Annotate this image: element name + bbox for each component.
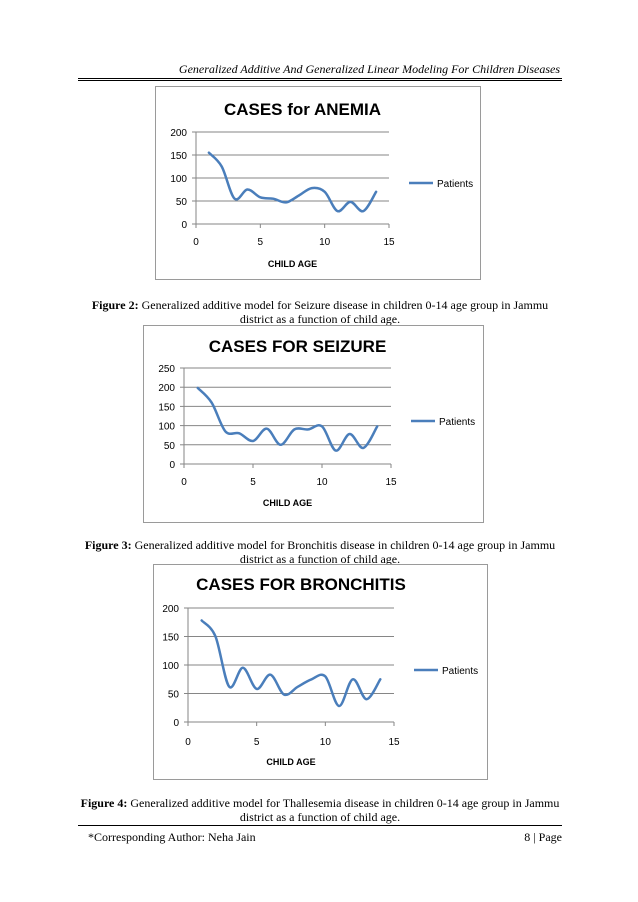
figure-4-caption: Figure 4: Generalized additive model for…	[78, 796, 562, 824]
chart-seizure-svg: CASES FOR SEIZURE 0 50 100 150 200 250 0 5 10 15 CH…	[158, 337, 475, 508]
bronchitis-x-tick-label-15: 15	[388, 737, 400, 748]
bronchitis-x-tick-label-0: 0	[185, 737, 191, 748]
anemia-x-tick-label-5: 5	[258, 237, 264, 248]
seizure-y-tick-label-200: 200	[158, 383, 175, 394]
chart-anemia: CASES for ANEMIA 0 50 100 150 200 0 5 10 15 CHILD …	[155, 86, 481, 280]
anemia-y-tick-label-200: 200	[170, 128, 187, 139]
figure-2-caption: Figure 2: Generalized additive model for…	[78, 298, 562, 326]
bronchitis-legend-label: Patients	[442, 666, 478, 677]
bronchitis-y-tick-label-100: 100	[162, 661, 179, 672]
figure-4-text: Generalized additive model for Thallesem…	[127, 796, 560, 824]
anemia-y-tick-label-150: 150	[170, 151, 187, 162]
seizure-y-tick-label-250: 250	[158, 364, 175, 375]
anemia-x-tick-label-15: 15	[383, 237, 395, 248]
anemia-x-tick-label-0: 0	[193, 237, 199, 248]
bronchitis-x-tick-label-10: 10	[320, 737, 332, 748]
seizure-x-tick-label-15: 15	[385, 477, 397, 488]
bronchitis-y-tick-label-50: 50	[168, 690, 180, 701]
seizure-y-tick-label-0: 0	[169, 460, 175, 471]
running-header: Generalized Additive And Generalized Lin…	[178, 62, 560, 76]
seizure-legend-label: Patients	[439, 417, 475, 428]
footer-page: 8 | Page	[524, 830, 562, 844]
header-rule	[78, 78, 562, 79]
bronchitis-y-tick-label-200: 200	[162, 604, 179, 615]
figure-3-text: Generalized additive model for Bronchiti…	[131, 538, 556, 566]
seizure-y-tick-label-100: 100	[158, 422, 175, 433]
anemia-y-tick-label-50: 50	[176, 197, 188, 208]
chart-anemia-svg: CASES for ANEMIA 0 50 100 150 200 0 5 10 15 CHILD …	[170, 100, 473, 269]
bronchitis-x-axis-label: CHILD AGE	[266, 757, 315, 767]
bronchitis-y-tick-label-150: 150	[162, 633, 179, 644]
figure-4-label: Figure 4:	[80, 796, 128, 810]
seizure-y-tick-label-150: 150	[158, 402, 175, 413]
header-rule-second	[78, 80, 562, 81]
bronchitis-x-tick-label-5: 5	[254, 737, 260, 748]
seizure-x-tick-label-0: 0	[181, 477, 187, 488]
footer-rule	[78, 825, 562, 826]
anemia-series-line-0	[207, 151, 378, 213]
seizure-series-line-0	[196, 386, 379, 452]
anemia-x-axis-label: CHILD AGE	[268, 259, 317, 269]
figure-2-label: Figure 2:	[91, 298, 139, 312]
figure-2-text: Generalized additive model for Seizure d…	[138, 298, 549, 326]
anemia-y-tick-label-0: 0	[181, 220, 187, 231]
seizure-chart-title: CASES FOR SEIZURE	[209, 337, 387, 356]
anemia-y-tick-label-100: 100	[170, 174, 187, 185]
seizure-x-tick-label-10: 10	[316, 477, 328, 488]
chart-bronchitis-svg: CASES FOR BRONCHITIS 0 50 100 150 200 0 5 10 15 CH…	[162, 575, 478, 767]
seizure-x-axis-label: CHILD AGE	[263, 498, 312, 508]
bronchitis-series-line-0	[200, 619, 382, 708]
anemia-chart-title: CASES for ANEMIA	[224, 100, 381, 119]
chart-seizure: CASES FOR SEIZURE 0 50 100 150 200 250 0 5 10 15 CH…	[143, 325, 484, 523]
bronchitis-chart-title: CASES FOR BRONCHITIS	[196, 575, 406, 594]
footer-author: *Corresponding Author: Neha Jain	[88, 830, 256, 844]
figure-3-caption: Figure 3: Generalized additive model for…	[78, 538, 562, 566]
seizure-x-tick-label-5: 5	[250, 477, 256, 488]
anemia-x-tick-label-10: 10	[319, 237, 331, 248]
bronchitis-y-tick-label-0: 0	[173, 718, 179, 729]
figure-3-label: Figure 3:	[84, 538, 132, 552]
chart-bronchitis: CASES FOR BRONCHITIS 0 50 100 150 200 0 5 10 15 CH…	[153, 564, 488, 780]
seizure-y-tick-label-50: 50	[164, 441, 176, 452]
anemia-legend-label: Patients	[437, 179, 473, 190]
